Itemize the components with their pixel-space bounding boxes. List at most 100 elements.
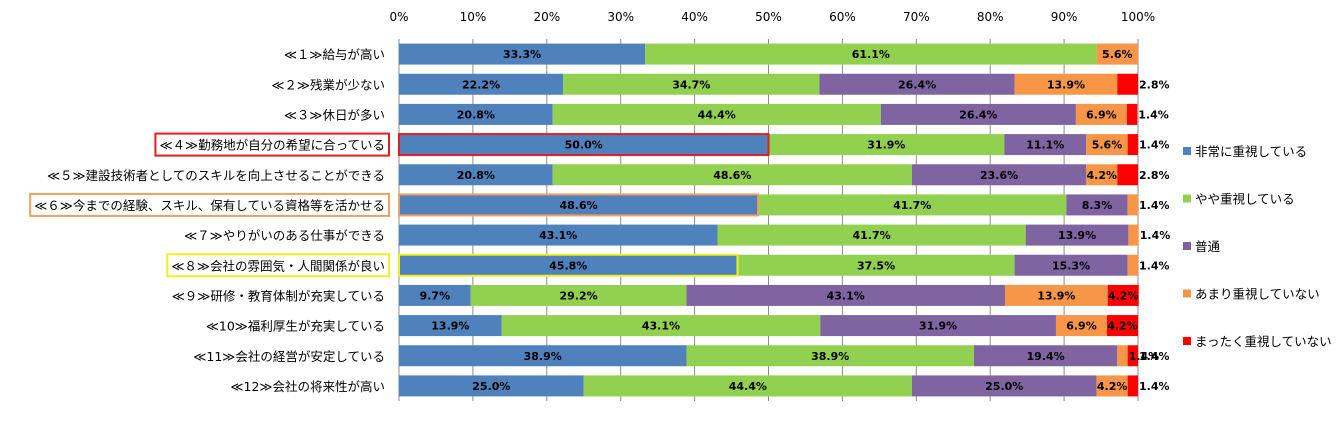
bar-segment — [399, 345, 687, 367]
bar-segment — [399, 315, 502, 337]
bar-segment — [399, 284, 471, 306]
bar-segment — [1014, 254, 1128, 276]
data-label: 20.8% — [457, 108, 495, 121]
data-label: 4.2% — [1107, 320, 1138, 333]
x-tick-label: 50% — [755, 10, 782, 24]
data-label: 45.8% — [549, 259, 587, 272]
bar-segment — [1014, 73, 1118, 95]
data-label: 13.9% — [431, 320, 469, 333]
data-label: 15.3% — [1052, 259, 1090, 272]
bar-segment — [399, 254, 738, 276]
data-label: 13.9% — [1037, 289, 1075, 302]
data-label: 1.4% — [1139, 259, 1170, 272]
legend-swatch — [1183, 194, 1191, 203]
category-label: ≪10≫福利厚生が充実している — [206, 319, 385, 334]
legend-label: まったく重視していない — [1195, 334, 1332, 349]
bar-segment — [758, 194, 1067, 216]
data-label: 20.8% — [457, 169, 495, 182]
category-label: ≪３≫休日が多い — [284, 107, 385, 122]
data-label: 1.4% — [1139, 199, 1170, 212]
data-label: 41.7% — [853, 229, 891, 242]
data-label: 11.1% — [1026, 139, 1064, 152]
bar-segment — [399, 375, 584, 397]
bar-segment — [399, 224, 718, 246]
data-label: 22.2% — [462, 78, 500, 91]
data-label: 31.9% — [867, 139, 905, 152]
bar-segment — [645, 43, 1097, 65]
x-tick-label: 80% — [977, 10, 1004, 24]
x-tick-label: 100% — [1121, 10, 1155, 24]
category-label: ≪８≫会社の雰囲気・人間関係が良い — [171, 258, 385, 273]
bar-segment — [1117, 164, 1138, 186]
data-label: 1.4% — [1138, 108, 1169, 121]
bar-segment — [1117, 345, 1128, 367]
data-label: 1.4% — [1129, 350, 1160, 363]
data-label: 31.9% — [919, 320, 957, 333]
data-label: 38.9% — [524, 350, 562, 363]
bar-segment — [399, 103, 553, 125]
legend-label: 普通 — [1195, 239, 1221, 254]
bar-segment — [399, 134, 769, 156]
bar-segment — [399, 73, 564, 95]
bar-segment — [1127, 254, 1138, 276]
data-label: 23.6% — [980, 169, 1018, 182]
bar-segment — [1127, 134, 1138, 156]
bar-segment — [880, 103, 1076, 125]
bar-segment — [552, 103, 881, 125]
category-label: ≪11≫会社の経営が安定している — [193, 349, 385, 364]
bar-segment — [1117, 73, 1138, 95]
bar-segment — [399, 164, 553, 186]
x-tick-label: 0% — [389, 10, 408, 24]
data-label: 5.6% — [1102, 48, 1133, 61]
bar-segment — [1126, 103, 1138, 125]
data-label: 37.5% — [857, 259, 895, 272]
data-label: 8.3% — [1082, 199, 1113, 212]
bar-segment — [1025, 224, 1129, 246]
category-label: ≪５≫建設技術者としてのスキルを向上させることができる — [47, 168, 385, 183]
x-tick-label: 10% — [460, 10, 487, 24]
legend-swatch — [1183, 147, 1191, 155]
legend-label: あまり重視していない — [1195, 287, 1320, 302]
bar-segment — [768, 134, 1005, 156]
data-label: 29.2% — [559, 289, 597, 302]
data-label: 25.0% — [985, 380, 1023, 393]
category-label: ≪４≫勤務地が自分の希望に合っている — [159, 138, 385, 153]
bar-segment — [1004, 284, 1108, 306]
bar-segment — [501, 315, 821, 337]
bar-segment — [583, 375, 912, 397]
data-label: 41.7% — [893, 199, 931, 212]
data-label: 1.4% — [1139, 380, 1170, 393]
data-label: 48.6% — [559, 199, 597, 212]
category-label: ≪１≫給与が高い — [284, 47, 385, 62]
data-label: 43.1% — [642, 320, 680, 333]
data-label: 4.2% — [1108, 289, 1139, 302]
data-label: 25.0% — [472, 380, 510, 393]
bar-segment — [1086, 134, 1128, 156]
category-label: ≪２≫残業が少ない — [271, 77, 385, 92]
data-label: 61.1% — [852, 48, 890, 61]
bar-segment — [1106, 315, 1138, 337]
data-label: 2.8% — [1139, 169, 1170, 182]
data-label: 26.4% — [898, 78, 936, 91]
x-tick-label: 90% — [1051, 10, 1078, 24]
bar-highlight-box — [398, 253, 739, 277]
data-label: 6.9% — [1066, 320, 1097, 333]
bar-segment — [552, 164, 912, 186]
data-label: 44.4% — [729, 380, 767, 393]
data-label: 33.3% — [503, 48, 541, 61]
bar-segment — [1004, 134, 1087, 156]
data-label: 2.8% — [1139, 78, 1170, 91]
bar-segment — [1096, 43, 1138, 65]
bar-segment — [1107, 284, 1139, 306]
legend-label: 非常に重視している — [1195, 144, 1307, 159]
data-label: 43.1% — [539, 229, 577, 242]
data-label: 1.4% — [1140, 229, 1171, 242]
x-tick-label: 30% — [607, 10, 634, 24]
category-highlight-box — [166, 253, 390, 278]
bar-segment — [686, 284, 1005, 306]
bar-segment — [1055, 315, 1107, 337]
data-label: 19.4% — [1027, 350, 1065, 363]
x-tick-label: 70% — [903, 10, 930, 24]
